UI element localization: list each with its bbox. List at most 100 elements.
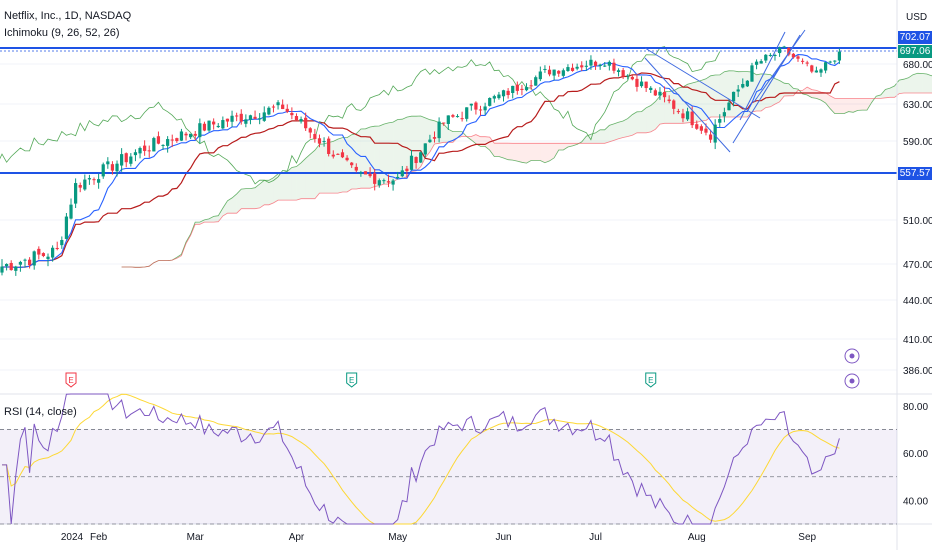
earnings-icon[interactable]: E — [645, 372, 657, 388]
candle[interactable] — [621, 67, 625, 79]
candle[interactable] — [446, 115, 450, 130]
candle[interactable] — [331, 150, 335, 159]
candle[interactable] — [584, 60, 588, 71]
candle[interactable] — [170, 134, 174, 148]
candle[interactable] — [543, 65, 547, 73]
candle[interactable] — [764, 54, 768, 63]
candle[interactable] — [837, 48, 842, 64]
candle[interactable] — [60, 236, 64, 249]
candle[interactable] — [363, 171, 368, 175]
candle[interactable] — [667, 95, 671, 104]
candle[interactable] — [796, 54, 800, 62]
earnings-icon[interactable]: E — [65, 372, 77, 388]
candle[interactable] — [46, 253, 50, 267]
candle[interactable] — [474, 101, 478, 115]
candle[interactable] — [258, 113, 262, 125]
split-icon[interactable] — [844, 348, 860, 364]
candle[interactable] — [520, 84, 524, 96]
candle[interactable] — [207, 120, 211, 132]
candle[interactable] — [225, 118, 230, 127]
candle[interactable] — [777, 46, 782, 57]
candle[interactable] — [488, 97, 492, 107]
candle[interactable] — [386, 174, 391, 188]
candle[interactable] — [731, 91, 736, 107]
candle[interactable] — [612, 58, 616, 74]
currency-label[interactable]: USD — [906, 12, 928, 23]
candle[interactable] — [561, 68, 565, 78]
candle[interactable] — [828, 60, 832, 64]
candle[interactable] — [750, 62, 754, 82]
candle[interactable] — [483, 102, 487, 115]
candle[interactable] — [83, 174, 87, 191]
candle[interactable] — [773, 53, 777, 61]
candle[interactable] — [74, 178, 78, 209]
candle[interactable] — [382, 178, 386, 184]
candle[interactable] — [156, 131, 161, 145]
candle[interactable] — [92, 177, 96, 185]
candle[interactable] — [37, 246, 41, 260]
candle[interactable] — [506, 88, 510, 99]
candle[interactable] — [27, 257, 32, 269]
candle[interactable] — [78, 182, 82, 193]
candle[interactable] — [354, 163, 358, 173]
candle[interactable] — [271, 104, 276, 113]
candle[interactable] — [455, 114, 460, 118]
candle[interactable] — [267, 106, 271, 116]
candle[interactable] — [350, 162, 354, 168]
candle[interactable] — [745, 80, 749, 88]
candle[interactable] — [713, 119, 717, 150]
dividend-icon[interactable] — [844, 373, 860, 389]
candle[interactable] — [166, 136, 170, 153]
candle[interactable] — [202, 121, 207, 132]
candle[interactable] — [603, 62, 607, 68]
candle[interactable] — [497, 91, 501, 100]
candle[interactable] — [787, 47, 791, 57]
candle[interactable] — [64, 212, 69, 240]
candle[interactable] — [492, 94, 496, 103]
candle[interactable] — [32, 250, 36, 270]
candle[interactable] — [235, 112, 239, 122]
candle[interactable] — [138, 146, 142, 159]
candle[interactable] — [175, 137, 179, 143]
candle[interactable] — [810, 64, 814, 74]
candle[interactable] — [515, 81, 519, 95]
candle[interactable] — [248, 114, 253, 125]
candle[interactable] — [791, 52, 795, 59]
candle[interactable] — [736, 85, 740, 97]
candle[interactable] — [262, 106, 266, 122]
candle[interactable] — [580, 61, 584, 71]
candle[interactable] — [179, 128, 184, 142]
candle[interactable] — [649, 86, 653, 93]
candle[interactable] — [0, 259, 4, 276]
candle[interactable] — [552, 69, 556, 81]
candle[interactable] — [437, 117, 441, 143]
candle[interactable] — [469, 103, 473, 111]
candle[interactable] — [598, 63, 602, 70]
candle[interactable] — [575, 63, 579, 71]
candle[interactable] — [676, 108, 680, 114]
candle[interactable] — [511, 85, 515, 99]
candle[interactable] — [501, 89, 506, 102]
candle[interactable] — [129, 153, 133, 167]
candle[interactable] — [423, 143, 427, 158]
candle[interactable] — [294, 113, 299, 121]
candle[interactable] — [662, 86, 667, 103]
candle[interactable] — [524, 83, 529, 92]
candle[interactable] — [814, 66, 819, 73]
candle[interactable] — [244, 114, 248, 128]
candle[interactable] — [805, 60, 809, 67]
candle[interactable] — [216, 123, 220, 128]
candle[interactable] — [635, 73, 639, 92]
candle[interactable] — [626, 74, 630, 80]
candle[interactable] — [299, 116, 303, 124]
rsi-label[interactable]: RSI (14, close) — [4, 406, 77, 418]
candle[interactable] — [373, 169, 377, 191]
candle[interactable] — [414, 156, 418, 169]
candle[interactable] — [308, 127, 312, 139]
candle[interactable] — [345, 155, 349, 162]
candle[interactable] — [221, 116, 225, 130]
candle[interactable] — [304, 112, 308, 132]
candle[interactable] — [285, 104, 289, 114]
candle[interactable] — [322, 137, 326, 147]
candle[interactable] — [754, 59, 759, 70]
